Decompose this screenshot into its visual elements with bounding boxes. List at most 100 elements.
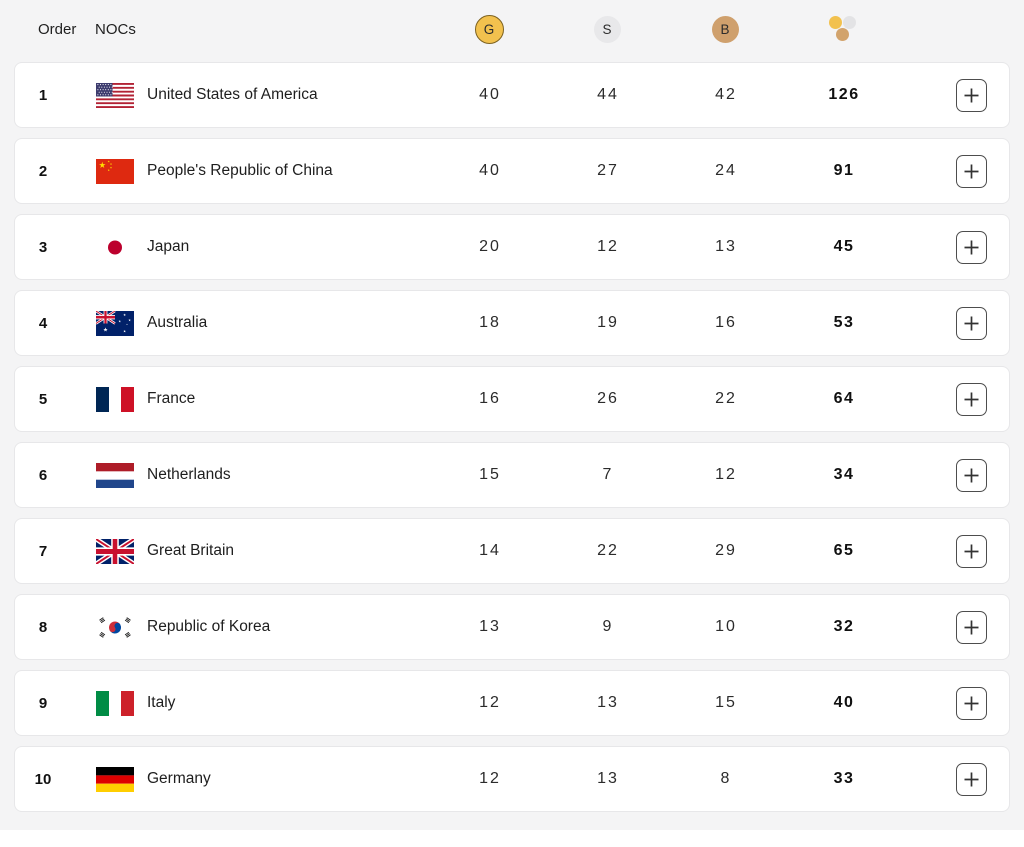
silver-count: 13: [597, 694, 619, 711]
expand-row-button[interactable]: [956, 686, 987, 720]
expand-row-button[interactable]: [956, 534, 987, 568]
silver-count: 22: [597, 542, 619, 559]
gold-count: 13: [479, 618, 501, 635]
gold-count: 40: [479, 86, 501, 103]
medal-rows: 1 United States of America 40 44 42 126 …: [0, 62, 1024, 812]
rank-number: 4: [38, 314, 48, 332]
expand-row-button[interactable]: [956, 154, 987, 188]
expand-row-button[interactable]: [956, 762, 987, 796]
country-flag-icon-gb: [96, 538, 134, 564]
rank-number: 2: [38, 162, 48, 180]
country-name: United States of America: [147, 86, 318, 103]
country-flag-icon-fr: [96, 386, 134, 412]
silver-count: 13: [597, 770, 619, 787]
bronze-count: 15: [715, 694, 737, 711]
expand-row-button[interactable]: [956, 610, 987, 644]
total-count: 34: [833, 466, 855, 483]
table-header: Order NOCs G S B: [14, 10, 1010, 62]
table-row[interactable]: 2 People's Republic of China 40 27 24 91: [14, 138, 1010, 204]
expand-row-button[interactable]: [956, 306, 987, 340]
country-flag-icon-nl: [96, 462, 134, 488]
total-count: 64: [833, 390, 855, 407]
country-flag-icon-de: [96, 766, 134, 792]
country-flag-icon-us: [96, 82, 134, 108]
total-count: 53: [833, 314, 855, 331]
plus-icon: [964, 772, 979, 786]
plus-icon: [964, 88, 979, 102]
gold-count: 15: [479, 466, 501, 483]
plus-icon: [964, 392, 979, 406]
country-flag-icon-jp: [96, 234, 134, 260]
country-name: Italy: [147, 694, 176, 711]
total-medals-icon: [829, 16, 857, 42]
gold-count: 18: [479, 314, 501, 331]
bronze-count: 29: [715, 542, 737, 559]
country-flag-icon-cn: [96, 158, 134, 184]
table-row[interactable]: 3 Japan 20 12 13 45: [14, 214, 1010, 280]
total-count: 126: [828, 86, 860, 103]
plus-icon: [964, 468, 979, 482]
expand-row-button[interactable]: [956, 458, 987, 492]
gold-count: 16: [479, 390, 501, 407]
bronze-count: 12: [715, 466, 737, 483]
country-name: France: [147, 390, 196, 407]
rank-number: 9: [38, 694, 48, 712]
table-row[interactable]: 5 France 16 26 22 64: [14, 366, 1010, 432]
bronze-count: 8: [720, 770, 732, 787]
bronze-count: 13: [715, 238, 737, 255]
total-count: 32: [833, 618, 855, 635]
bronze-count: 22: [715, 390, 737, 407]
table-row[interactable]: 7 Great Britain 14 22 29 65: [14, 518, 1010, 584]
total-count: 40: [833, 694, 855, 711]
expand-row-button[interactable]: [956, 382, 987, 416]
rank-number: 3: [38, 238, 48, 256]
bronze-count: 24: [715, 162, 737, 179]
gold-count: 20: [479, 238, 501, 255]
plus-icon: [964, 316, 979, 330]
silver-count: 9: [602, 618, 614, 635]
gold-count: 12: [479, 770, 501, 787]
expand-row-button[interactable]: [956, 230, 987, 264]
plus-icon: [964, 544, 979, 558]
country-name: Australia: [147, 314, 208, 331]
table-row[interactable]: 8 Republic of Korea 13 9 10 32: [14, 594, 1010, 660]
table-row[interactable]: 10 Germany 12 13 8 33: [14, 746, 1010, 812]
total-count: 65: [833, 542, 855, 559]
silver-count: 27: [597, 162, 619, 179]
total-count: 33: [833, 770, 855, 787]
country-name: Republic of Korea: [147, 618, 271, 635]
order-column-header: Order: [38, 20, 77, 38]
country-flag-icon-it: [96, 690, 134, 716]
silver-medal-icon: S: [593, 15, 621, 43]
expand-row-button[interactable]: [956, 78, 987, 112]
silver-count: 19: [597, 314, 619, 331]
country-name: Japan: [147, 238, 190, 255]
rank-number: 5: [38, 390, 48, 408]
silver-count: 12: [597, 238, 619, 255]
country-flag-icon-au: [96, 310, 134, 336]
country-name: Germany: [147, 770, 211, 787]
plus-icon: [964, 620, 979, 634]
bronze-count: 42: [715, 86, 737, 103]
plus-icon: [964, 164, 979, 178]
silver-count: 7: [602, 466, 614, 483]
rank-number: 1: [38, 86, 48, 104]
bronze-medal-icon: B: [711, 15, 739, 43]
country-name: Great Britain: [147, 542, 235, 559]
rank-number: 10: [34, 770, 52, 788]
medal-table: Order NOCs G S B 1 United States of Amer…: [0, 0, 1024, 830]
bronze-count: 16: [715, 314, 737, 331]
plus-icon: [964, 696, 979, 710]
total-count: 91: [833, 162, 855, 179]
gold-count: 14: [479, 542, 501, 559]
table-row[interactable]: 4 Australia 18 19 16 53: [14, 290, 1010, 356]
gold-count: 12: [479, 694, 501, 711]
table-row[interactable]: 9 Italy 12 13 15 40: [14, 670, 1010, 736]
table-row[interactable]: 1 United States of America 40 44 42 126: [14, 62, 1010, 128]
gold-count: 40: [479, 162, 501, 179]
country-name: People's Republic of China: [147, 162, 333, 179]
table-row[interactable]: 6 Netherlands 15 7 12 34: [14, 442, 1010, 508]
nocs-column-header: NOCs: [95, 20, 136, 38]
country-flag-icon-kr: [96, 614, 134, 640]
silver-count: 44: [597, 86, 619, 103]
